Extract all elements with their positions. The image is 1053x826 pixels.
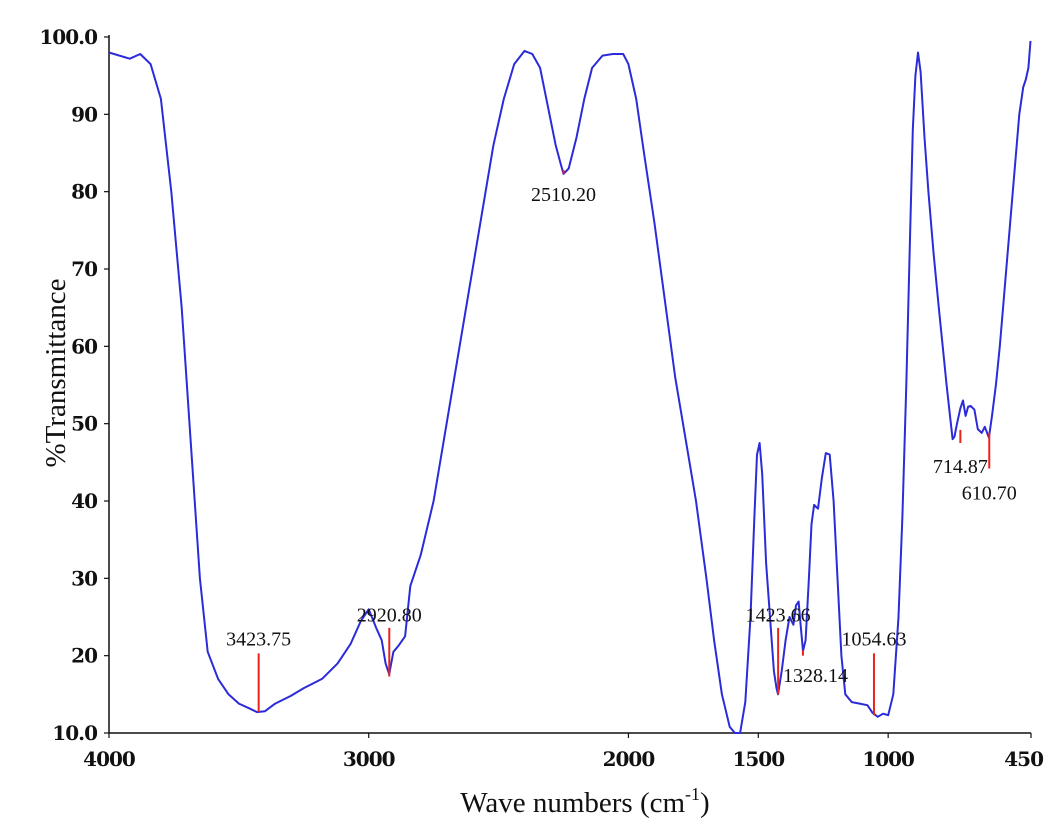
x-axis-title-superscript: -1: [685, 784, 700, 804]
peak-label: 714.87: [933, 456, 988, 478]
y-tick-label: 20: [71, 644, 97, 668]
y-tick-label: 90: [71, 102, 97, 126]
x-tick-label: 4000: [83, 747, 135, 771]
spectrum-line: [108, 40, 1032, 734]
y-tick-label: 70: [71, 257, 97, 281]
x-tick-label: 1500: [732, 747, 784, 771]
peak-label: 2510.20: [531, 184, 596, 206]
y-tick-label: 30: [71, 566, 97, 590]
x-axis-ticks: 4000 3000 2000 1500 1000 450: [83, 733, 1044, 771]
y-axis-ticks: 10.0 20 30 40 50 60 70 80 90 100.0: [39, 25, 109, 745]
y-tick-label: 50: [71, 412, 97, 436]
series-layer: [108, 40, 1032, 734]
y-axis-title: %Transmittance: [40, 278, 72, 467]
y-tick-label: 40: [71, 489, 97, 513]
x-axis-title-main: Wave numbers (cm: [460, 787, 685, 819]
peak-label: 1423.66: [746, 605, 811, 627]
y-tick-label: 10.0: [52, 721, 97, 745]
peak-label: 2920.80: [357, 605, 422, 627]
x-axis-title: Wave numbers (cm-1): [460, 784, 709, 819]
peak-label: 1328.14: [783, 665, 848, 687]
y-tick-label: 100.0: [39, 25, 97, 49]
peak-label: 610.70: [962, 482, 1017, 504]
y-tick-label: 80: [71, 180, 97, 204]
x-tick-label: 2000: [603, 747, 655, 771]
x-tick-label: 450: [1004, 747, 1043, 771]
peak-label: 1054.63: [841, 629, 906, 651]
x-axis-title-suffix: ): [700, 787, 710, 819]
peak-label: 3423.75: [226, 629, 291, 651]
x-tick-label: 1000: [862, 747, 914, 771]
x-tick-label: 3000: [343, 747, 395, 771]
plot-area: [108, 35, 1031, 734]
peak-annotations: 3423.75 2920.80 2510.20 1423.66 1328.14 1054.…: [226, 170, 1017, 716]
y-tick-label: 60: [71, 334, 97, 358]
